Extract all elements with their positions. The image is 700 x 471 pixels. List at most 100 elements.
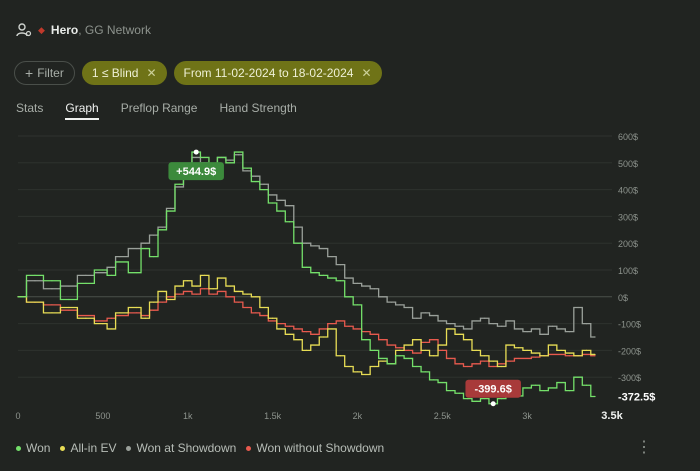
- data-point-allin: [271, 317, 274, 319]
- data-point-showdown: [450, 323, 452, 325]
- close-icon[interactable]: ✕: [146, 66, 157, 80]
- data-point-won: [543, 390, 545, 392]
- data-point-won: [390, 363, 392, 365]
- data-point-noshowdown: [492, 365, 494, 368]
- data-point-allin: [450, 328, 452, 330]
- data-point-allin: [136, 306, 138, 309]
- data-point-noshowdown: [407, 349, 409, 351]
- data-point-showdown: [407, 306, 409, 309]
- date-filter-chip[interactable]: From 11-02-2024 to 18-02-2024 ✕: [173, 61, 382, 85]
- data-point-noshowdown: [552, 353, 554, 356]
- data-point-allin: [407, 344, 409, 346]
- data-point-won: [373, 349, 375, 351]
- data-point-noshowdown: [178, 293, 180, 295]
- data-point-allin: [552, 344, 554, 346]
- data-point-noshowdown: [331, 323, 333, 325]
- data-point-allin: [484, 355, 486, 357]
- legend-item-allin-ev[interactable]: All-in EV: [60, 441, 116, 455]
- data-point-allin: [331, 328, 333, 330]
- data-point-showdown: [246, 170, 248, 172]
- data-point-showdown: [390, 301, 392, 303]
- max-profit-label-bg: [168, 162, 224, 181]
- data-point-showdown: [467, 328, 469, 330]
- data-point-allin: [475, 349, 477, 351]
- y-tick-label: 400$: [618, 186, 638, 196]
- data-point-showdown: [288, 205, 291, 207]
- y-tick-label: -100$: [618, 320, 641, 330]
- data-point-won: [51, 280, 53, 282]
- data-point-won: [110, 274, 112, 276]
- data-point-allin: [212, 288, 214, 290]
- data-point-noshowdown: [102, 320, 104, 322]
- data-point-allin: [178, 285, 180, 287]
- tab-hand-strength[interactable]: Hand Strength: [219, 101, 297, 115]
- data-point-allin: [568, 352, 571, 354]
- data-point-allin: [51, 312, 53, 314]
- y-tick-label: -300$: [618, 373, 641, 383]
- graph-legend: Won All-in EV Won at Showdown Won withou…: [16, 441, 384, 455]
- data-point-allin: [560, 349, 562, 351]
- data-point-noshowdown: [501, 363, 503, 365]
- data-point-noshowdown: [170, 296, 172, 298]
- won-dot-icon: [16, 446, 21, 452]
- x-tick-label: 3.5k: [601, 410, 623, 422]
- legend-item-won[interactable]: Won: [16, 441, 50, 455]
- data-point-noshowdown: [221, 290, 223, 293]
- data-point-noshowdown: [288, 325, 291, 327]
- data-point-allin: [110, 328, 112, 330]
- data-point-allin: [585, 349, 588, 351]
- data-point-noshowdown: [399, 347, 401, 349]
- data-point-noshowdown: [238, 301, 240, 303]
- data-point-allin: [144, 317, 146, 319]
- data-point-won: [288, 221, 291, 223]
- blind-filter-chip[interactable]: 1 ≤ Blind ✕: [81, 61, 167, 85]
- data-point-allin: [85, 317, 87, 319]
- tab-preflop-range[interactable]: Preflop Range: [120, 101, 198, 115]
- x-tick-label: 1.5k: [264, 411, 282, 421]
- data-point-showdown: [263, 183, 265, 185]
- data-point-won: [102, 269, 104, 271]
- data-point-won: [297, 242, 299, 244]
- max-profit-label: +544.9$: [176, 166, 216, 178]
- data-point-won: [577, 376, 579, 378]
- data-point-noshowdown: [348, 325, 350, 327]
- more-options-icon[interactable]: ⋮: [636, 439, 652, 456]
- user-settings-icon[interactable]: [16, 22, 32, 38]
- x-tick-label: 3k: [522, 411, 532, 421]
- x-tick-label: 500: [95, 411, 110, 421]
- data-point-won: [280, 210, 282, 212]
- data-point-won: [238, 151, 240, 153]
- legend-item-no-showdown[interactable]: Won without Showdown: [246, 441, 384, 455]
- data-point-noshowdown: [356, 328, 359, 330]
- network-name: , GG Network: [78, 23, 151, 37]
- data-point-won: [339, 280, 342, 282]
- data-point-showdown: [365, 285, 367, 287]
- legend-item-showdown[interactable]: Won at Showdown: [126, 441, 236, 455]
- data-point-showdown: [314, 245, 316, 247]
- data-point-allin: [153, 301, 155, 303]
- y-tick-label: 600$: [618, 132, 638, 142]
- profit-graph[interactable]: 600$ 500$ 400$ 300$ 200$ 100$ 0$ -100$ -200$ -300…: [0, 128, 700, 428]
- tab-stats[interactable]: Stats: [16, 101, 44, 115]
- data-point-won: [382, 357, 384, 360]
- data-point-showdown: [229, 159, 231, 161]
- data-point-noshowdown: [255, 312, 257, 314]
- data-point-noshowdown: [373, 333, 375, 335]
- data-point-won: [85, 282, 87, 284]
- data-point-showdown: [433, 314, 435, 317]
- close-icon[interactable]: ✕: [361, 66, 372, 80]
- data-point-noshowdown: [280, 323, 282, 325]
- data-point-showdown: [585, 323, 588, 325]
- data-point-allin: [348, 365, 350, 368]
- data-point-won: [365, 339, 367, 341]
- x-tick-label: 2k: [353, 411, 363, 421]
- tab-graph[interactable]: Graph: [65, 101, 99, 120]
- data-point-won: [560, 381, 562, 384]
- filter-bar: + Filter 1 ≤ Blind ✕ From 11-02-2024 to …: [14, 61, 382, 85]
- data-point-noshowdown: [433, 339, 435, 341]
- data-point-allin: [416, 339, 418, 341]
- add-filter-button[interactable]: + Filter: [14, 61, 75, 85]
- series-line-noshowdown: [18, 288, 596, 368]
- data-point-noshowdown: [416, 352, 418, 354]
- data-point-won: [552, 387, 554, 389]
